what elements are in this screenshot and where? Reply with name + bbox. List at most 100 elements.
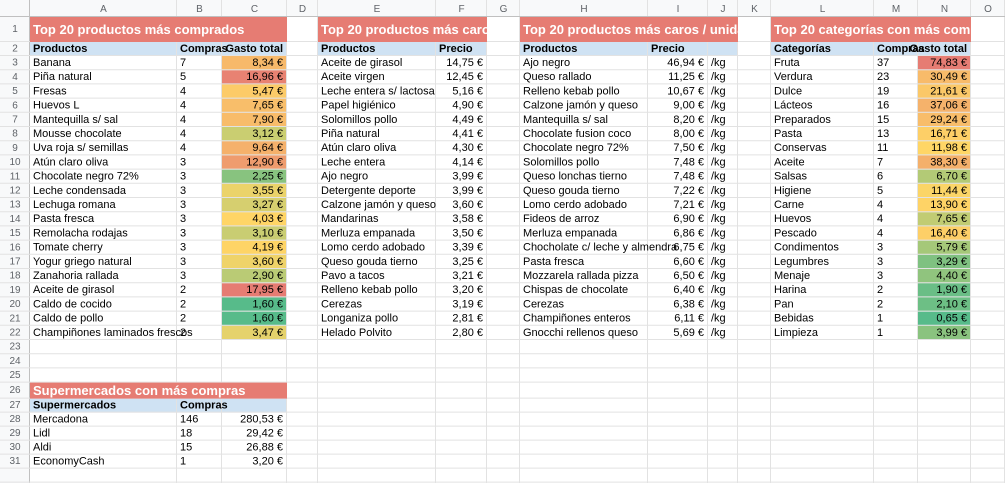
- cell: 3,12 €: [252, 128, 283, 140]
- cell: Lomo cerdo adobado: [523, 199, 627, 211]
- cell: 2: [877, 298, 883, 310]
- cell: Pasta fresca: [33, 213, 95, 225]
- cell: 1: [180, 456, 186, 468]
- row-header: 28: [9, 414, 21, 425]
- cell: 3,55 €: [252, 185, 283, 197]
- cell: 2: [180, 313, 186, 325]
- cell: 3: [877, 270, 883, 282]
- column-header: N: [941, 4, 948, 15]
- cell: 2,25 €: [252, 171, 283, 183]
- row-header: 11: [10, 171, 21, 182]
- cell: Atún claro oliva: [321, 142, 397, 154]
- cell: Merluza empanada: [321, 227, 416, 239]
- color-scale-cell: [222, 155, 287, 170]
- cell: 3: [877, 242, 883, 254]
- cell: 7: [180, 57, 186, 69]
- cell: 3: [180, 227, 186, 239]
- cell: 3,60 €: [252, 256, 283, 268]
- column-header-bar: [0, 0, 1005, 17]
- cell: 7: [877, 156, 883, 168]
- column-title: Productos: [33, 43, 87, 55]
- cell: Aceite de girasol: [321, 57, 402, 69]
- row-header: 2: [12, 44, 18, 55]
- cell: 7,65 €: [252, 100, 283, 112]
- cell: 16,96 €: [246, 71, 283, 83]
- row-header: 5: [12, 86, 18, 97]
- cell: 2,10 €: [936, 298, 967, 310]
- cell: Detergente deporte: [321, 185, 416, 197]
- cell: 6,38 €: [673, 298, 704, 310]
- table-title: Top 20 productos más comprados: [33, 22, 244, 37]
- cell: 3: [180, 199, 186, 211]
- cell: Papel higiénico: [321, 100, 396, 112]
- cell: 37,06 €: [930, 100, 967, 112]
- column-title: Compras: [180, 400, 228, 412]
- color-scale-cell: [222, 212, 287, 227]
- cell: Aldi: [33, 442, 51, 454]
- cell: Atún claro oliva: [33, 156, 109, 168]
- cell: 6,75 €: [673, 242, 704, 254]
- cell: Piña natural: [33, 71, 92, 83]
- color-scale-cell: [222, 70, 287, 85]
- cell: Bebidas: [774, 313, 814, 325]
- cell: 3: [180, 256, 186, 268]
- column-title: Precio: [439, 43, 473, 55]
- color-scale-cell: [918, 240, 971, 255]
- cell: Harina: [774, 284, 807, 296]
- color-scale-cell: [222, 254, 287, 269]
- cell: 15: [180, 442, 192, 454]
- cell: 2,80 €: [452, 327, 483, 339]
- cell: Queso gouda tierno: [321, 256, 418, 268]
- cell: Huevos L: [33, 100, 79, 112]
- color-scale-cell: [222, 325, 287, 340]
- cell: 7,21 €: [673, 199, 704, 211]
- cell: 4,40 €: [936, 270, 967, 282]
- color-scale-cell: [222, 84, 287, 99]
- cell: 3: [180, 185, 186, 197]
- row-header: 1: [12, 24, 18, 35]
- table-title-bg: [30, 382, 287, 399]
- table-title-bg: [318, 17, 487, 42]
- cell: Verdura: [774, 71, 813, 83]
- column-title: Compras: [180, 43, 228, 55]
- row-header: 22: [9, 328, 21, 339]
- color-scale-cell: [222, 240, 287, 255]
- color-scale-cell: [918, 325, 971, 340]
- column-title: Precio: [651, 43, 685, 55]
- row-header: 20: [9, 299, 21, 310]
- cell: Pan: [774, 298, 794, 310]
- cell: 4,14 €: [452, 156, 483, 168]
- cell: Solomillos pollo: [523, 156, 599, 168]
- cell: Chocolate fusion coco: [523, 128, 631, 140]
- column-header: I: [677, 4, 680, 15]
- cell: Merluza empanada: [523, 227, 618, 239]
- cell: Chocolate negro 72%: [523, 142, 629, 154]
- cell: 4,30 €: [452, 142, 483, 154]
- color-scale-cell: [918, 70, 971, 85]
- row-header: 26: [9, 385, 21, 396]
- cell: 7,48 €: [673, 171, 704, 183]
- table-title: Supermercados con más compras: [33, 383, 245, 398]
- cell: 2,90 €: [252, 270, 283, 282]
- cell: Uva roja s/ semillas: [33, 142, 129, 154]
- cell: 16,71 €: [930, 128, 967, 140]
- column-header: F: [458, 4, 464, 15]
- column-title: Productos: [321, 43, 375, 55]
- cell: 3,39 €: [452, 242, 483, 254]
- cell: /kg: [711, 213, 726, 225]
- cell: 3: [180, 213, 186, 225]
- cell: 5,47 €: [252, 85, 283, 97]
- cell: 3,99 €: [936, 327, 967, 339]
- cell: 12,45 €: [446, 71, 483, 83]
- header-row-bg: [318, 42, 487, 56]
- color-scale-cell: [222, 283, 287, 298]
- cell: Yogur griego natural: [33, 256, 132, 268]
- cell: Fresas: [33, 85, 67, 97]
- cell: Solomillos pollo: [321, 114, 397, 126]
- cell: 3,29 €: [936, 256, 967, 268]
- cell: 5,69 €: [673, 327, 704, 339]
- cell: Limpieza: [774, 327, 819, 339]
- row-header: 17: [9, 257, 21, 268]
- cell: 6,70 €: [936, 171, 967, 183]
- cell: 2,81 €: [452, 313, 483, 325]
